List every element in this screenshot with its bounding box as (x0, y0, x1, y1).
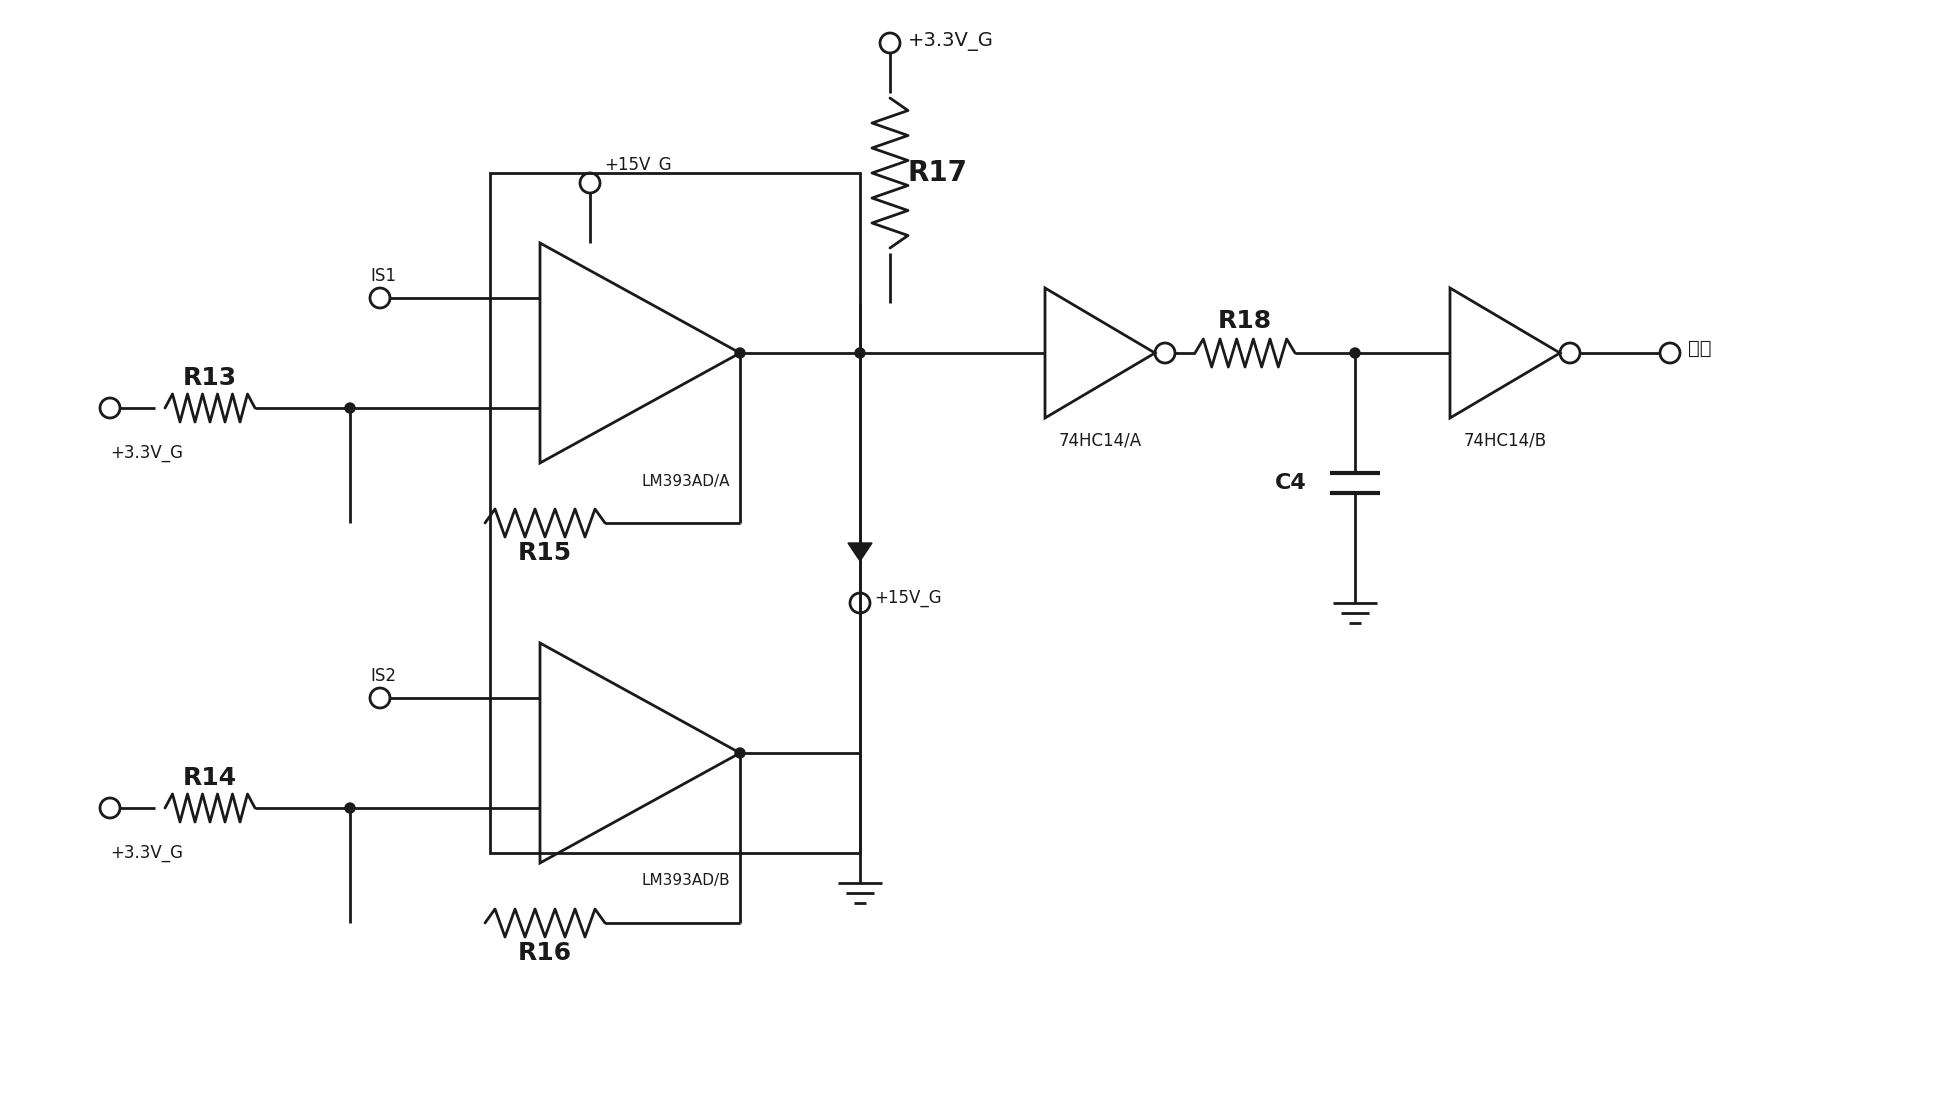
Text: R13: R13 (184, 366, 238, 390)
Text: 74HC14/B: 74HC14/B (1463, 431, 1546, 449)
Text: +3.3V_G: +3.3V_G (110, 444, 184, 462)
Text: C4: C4 (1275, 473, 1306, 493)
Text: IS1: IS1 (370, 267, 397, 285)
Text: +15V_G: +15V_G (875, 589, 942, 607)
Text: R16: R16 (519, 940, 573, 965)
Circle shape (1351, 348, 1360, 358)
Text: +3.3V_G: +3.3V_G (908, 31, 995, 50)
Circle shape (855, 348, 865, 358)
Text: R14: R14 (184, 766, 238, 790)
Text: 输出: 输出 (1687, 338, 1711, 357)
Circle shape (344, 403, 354, 413)
Text: R18: R18 (1217, 309, 1271, 333)
Text: 74HC14/A: 74HC14/A (1058, 431, 1142, 449)
Text: IS2: IS2 (370, 667, 397, 684)
Circle shape (735, 348, 745, 358)
Text: +15V_G: +15V_G (604, 156, 671, 174)
Text: LM393AD/B: LM393AD/B (640, 874, 729, 888)
Text: +3.3V_G: +3.3V_G (110, 844, 184, 861)
Polygon shape (848, 543, 873, 561)
Circle shape (344, 802, 354, 812)
Text: LM393AD/A: LM393AD/A (642, 473, 729, 489)
Text: R15: R15 (519, 541, 573, 565)
Text: R17: R17 (908, 159, 968, 187)
Circle shape (735, 748, 745, 758)
